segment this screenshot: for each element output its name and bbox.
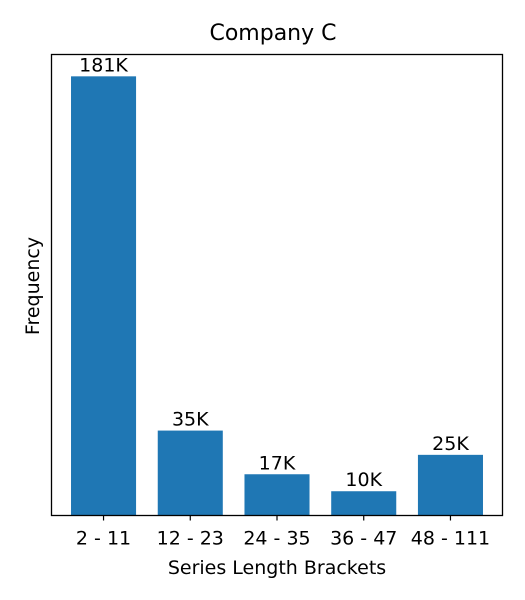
bar-5 [417,454,483,516]
bar-value-label-2: 35K [172,409,209,431]
x-axis-label: Series Length Brackets [168,557,386,579]
x-tick-label-5: 48 - 111 [411,528,490,550]
x-tick-label-1: 2 - 11 [76,528,131,550]
plot-frame [50,53,504,517]
chart-title: Company C [209,21,336,46]
bar-value-label-3: 17K [259,452,296,474]
x-tick-label-4: 36 - 47 [330,528,397,550]
y-axis-label: Frequency [22,237,44,335]
x-tick-label-2: 12 - 23 [157,528,224,550]
bar-value-label-1: 181K [79,54,128,76]
bar-2 [157,430,223,516]
data-labels-group: 181K 35K 17K 10K 25K [79,54,469,491]
bar-4 [331,491,397,516]
x-ticks-group: 2 - 11 12 - 23 24 - 35 36 - 47 48 - 111 [76,515,490,550]
x-tick-label-3: 24 - 35 [243,528,310,550]
bars-group [71,76,483,516]
bar-value-label-5: 25K [432,433,469,455]
bar-value-label-4: 10K [345,469,382,491]
bar-3 [244,474,310,516]
bar-1 [71,76,137,516]
